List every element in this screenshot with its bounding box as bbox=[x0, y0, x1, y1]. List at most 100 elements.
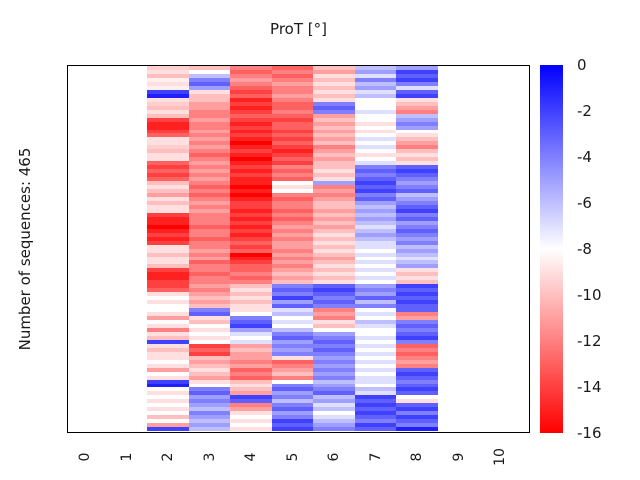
heatmap-cell bbox=[396, 204, 439, 209]
heatmap-cell bbox=[147, 196, 189, 201]
heatmap-cell bbox=[313, 288, 355, 293]
heatmap-cell bbox=[313, 399, 355, 404]
heatmap-cell bbox=[230, 236, 272, 241]
heatmap-cell bbox=[188, 320, 231, 324]
heatmap-cell bbox=[271, 427, 314, 432]
heatmap-cell bbox=[396, 292, 439, 297]
heatmap-row bbox=[147, 327, 439, 332]
heatmap-cell bbox=[188, 113, 231, 118]
heatmap-cell bbox=[354, 423, 397, 428]
heatmap-cell bbox=[396, 256, 439, 261]
heatmap-cell bbox=[230, 423, 272, 428]
heatmap-cell bbox=[313, 403, 355, 408]
heatmap-cell bbox=[354, 387, 397, 392]
heatmap-row bbox=[147, 375, 439, 380]
heatmap-row bbox=[147, 347, 439, 352]
heatmap-cell bbox=[147, 248, 189, 253]
heatmap-cell bbox=[313, 300, 355, 305]
heatmap-cell bbox=[313, 77, 355, 82]
heatmap-cell bbox=[396, 121, 439, 126]
heatmap-cell bbox=[147, 256, 189, 261]
heatmap-cell bbox=[313, 272, 355, 277]
heatmap-cell bbox=[313, 327, 355, 332]
heatmap-cell bbox=[396, 161, 439, 166]
heatmap-cell bbox=[188, 427, 231, 432]
heatmap-cell bbox=[396, 129, 439, 134]
heatmap-cell bbox=[313, 252, 355, 257]
heatmap-cell bbox=[188, 284, 231, 289]
heatmap-cell bbox=[354, 232, 397, 237]
heatmap-cell bbox=[188, 161, 231, 166]
heatmap-cell bbox=[354, 415, 397, 420]
heatmap-cell bbox=[230, 351, 272, 356]
heatmap-cell bbox=[230, 85, 272, 90]
heatmap-cell bbox=[313, 200, 355, 205]
heatmap-cell bbox=[230, 248, 272, 253]
heatmap-cell bbox=[313, 423, 355, 428]
heatmap-row bbox=[147, 181, 439, 186]
heatmap-cell bbox=[147, 367, 189, 372]
heatmap-cell bbox=[354, 288, 397, 293]
heatmap-cell bbox=[188, 157, 231, 162]
heatmap-cell bbox=[396, 272, 439, 277]
heatmap-cell bbox=[230, 105, 272, 110]
heatmap-cell bbox=[313, 387, 355, 392]
heatmap-row bbox=[147, 316, 439, 320]
heatmap-cell bbox=[147, 284, 189, 289]
heatmap-cell bbox=[147, 212, 189, 217]
heatmap-cell bbox=[188, 240, 231, 245]
heatmap-cell bbox=[147, 363, 189, 368]
chart-title: ProT [°] bbox=[270, 20, 327, 38]
heatmap-cell bbox=[271, 66, 314, 70]
heatmap-cell bbox=[396, 343, 439, 348]
heatmap-row bbox=[147, 157, 439, 162]
heatmap-cell bbox=[188, 212, 231, 217]
heatmap-cell bbox=[188, 407, 231, 412]
heatmap-cell bbox=[147, 89, 189, 94]
heatmap-cell bbox=[271, 224, 314, 229]
heatmap-row bbox=[147, 121, 439, 126]
heatmap-cell bbox=[396, 208, 439, 213]
heatmap-cell bbox=[147, 276, 189, 281]
heatmap-cell bbox=[271, 204, 314, 209]
heatmap-cell bbox=[188, 145, 231, 150]
heatmap-cell bbox=[188, 359, 231, 364]
heatmap-cell bbox=[230, 244, 272, 249]
heatmap-cell bbox=[271, 169, 314, 174]
heatmap-cell bbox=[354, 105, 397, 110]
heatmap-cell bbox=[147, 296, 189, 301]
heatmap-row bbox=[147, 189, 439, 193]
heatmap-row bbox=[147, 260, 439, 265]
heatmap-cell bbox=[147, 260, 189, 265]
heatmap-cell bbox=[230, 312, 272, 317]
heatmap-cell bbox=[147, 161, 189, 166]
heatmap-cell bbox=[354, 141, 397, 146]
heatmap-cell bbox=[230, 101, 272, 106]
heatmap-cell bbox=[313, 343, 355, 348]
heatmap-row bbox=[147, 280, 439, 285]
heatmap-cell bbox=[147, 240, 189, 245]
heatmap-cell bbox=[271, 304, 314, 309]
heatmap-cell bbox=[271, 268, 314, 273]
heatmap-row bbox=[147, 196, 439, 201]
heatmap-cell bbox=[354, 312, 397, 317]
heatmap-cell bbox=[147, 113, 189, 118]
heatmap-cell bbox=[313, 66, 355, 70]
heatmap-row bbox=[147, 169, 439, 174]
heatmap-cell bbox=[396, 137, 439, 142]
heatmap-cell bbox=[313, 129, 355, 134]
colorbar-tick-label: -10 bbox=[577, 286, 602, 304]
heatmap-cell bbox=[147, 181, 189, 186]
heatmap-cell bbox=[230, 252, 272, 257]
heatmap-cell bbox=[188, 236, 231, 241]
heatmap-cell bbox=[188, 383, 231, 388]
heatmap-cell bbox=[271, 296, 314, 301]
heatmap-cell bbox=[396, 363, 439, 368]
heatmap-cell bbox=[396, 89, 439, 94]
heatmap-cell bbox=[271, 149, 314, 154]
heatmap-row bbox=[147, 335, 439, 340]
heatmap-cell bbox=[230, 280, 272, 285]
heatmap-cell bbox=[271, 77, 314, 82]
heatmap-row bbox=[147, 419, 439, 424]
heatmap-cell bbox=[396, 312, 439, 317]
